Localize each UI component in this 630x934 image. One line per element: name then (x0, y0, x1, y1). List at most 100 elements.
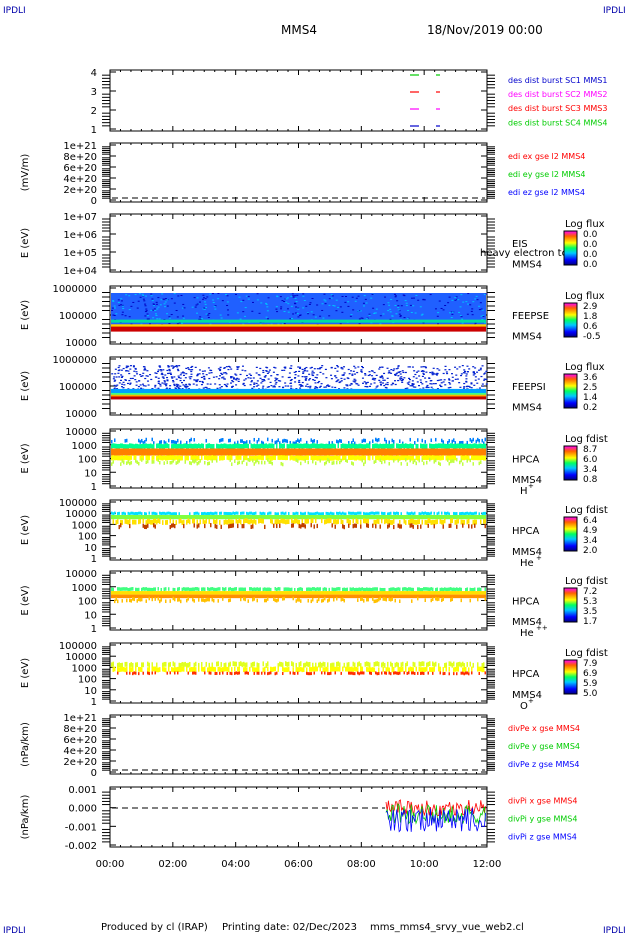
hpca-column (111, 462, 113, 466)
feepsi-speck (481, 383, 484, 385)
hpca-column (256, 440, 258, 444)
feepse-speck (469, 304, 472, 306)
hpca-column (160, 455, 162, 461)
hpca-column (394, 591, 396, 595)
hpca-column (259, 591, 261, 595)
hpca-column (288, 448, 290, 456)
hpca-column (310, 587, 312, 592)
feepse-speck (337, 306, 340, 308)
hpca-column (136, 460, 138, 464)
feepse-speck (144, 315, 147, 317)
hpca-column (261, 448, 263, 456)
feepse-speck (415, 294, 418, 296)
hpca-column (441, 587, 443, 592)
hpca-column (424, 448, 426, 456)
hpca-column (346, 444, 348, 449)
hpca-column (160, 448, 162, 456)
feepse-speck (405, 302, 408, 304)
hpca-column (207, 591, 209, 595)
hpca-column (114, 511, 116, 515)
hpca-column (328, 455, 330, 461)
feepse-speck (429, 294, 432, 296)
hpca-column (120, 455, 122, 461)
hpca-column (478, 461, 480, 466)
hpca-column (334, 444, 336, 449)
feepse-speck (146, 313, 149, 315)
feepse-speck (324, 303, 327, 305)
feepsi-speck (176, 366, 179, 368)
hpca-column (304, 524, 306, 529)
hpca-column (439, 448, 441, 456)
hpca-column (438, 455, 440, 461)
hpca-column (252, 444, 254, 449)
feepsi-speck (146, 375, 149, 377)
hpca-column (160, 587, 162, 592)
hpca-column (348, 518, 350, 524)
hpca-column (250, 511, 252, 515)
feepse-speck (357, 295, 360, 297)
hpca-column (307, 511, 309, 515)
feepsi-speck (155, 372, 158, 375)
y-tick-label: 0 (91, 196, 97, 207)
hpca-column (283, 455, 285, 461)
hpca-column (189, 512, 191, 516)
hpca-column (114, 455, 116, 461)
hpca-column (214, 519, 216, 525)
hpca-column (375, 524, 377, 529)
hpca-column (408, 515, 410, 520)
feepsi-speck (307, 379, 310, 381)
colorbar-tick-label: 0.0 (583, 250, 598, 260)
hpca-column (342, 515, 344, 520)
hpca-column (273, 523, 275, 528)
feepse-speck (422, 322, 425, 324)
feepsi-speck (255, 366, 258, 368)
feepsi-speck (143, 369, 146, 371)
hpca-column (340, 458, 342, 463)
hpca-column (265, 448, 267, 456)
hpca-column (123, 455, 125, 461)
feepsi-speck (196, 373, 199, 375)
hpca-column (133, 448, 135, 456)
hpca-column (279, 523, 281, 528)
hpca-column (411, 511, 413, 515)
feepse-speck (155, 301, 158, 303)
hpca-column (445, 443, 447, 449)
hpca-column (145, 448, 147, 456)
hpca-column (249, 511, 251, 515)
hpca-column (391, 438, 393, 443)
feepsi-speck (337, 366, 340, 368)
hpca-column (432, 455, 434, 460)
hpca-column (231, 519, 233, 525)
feepsi-speck (277, 380, 280, 382)
hpca-column (151, 587, 153, 592)
feepse-speck (214, 308, 217, 310)
hpca-column (397, 515, 399, 520)
hpca-column (477, 455, 479, 461)
feepsi-speck (274, 367, 277, 369)
hpca-column (481, 512, 483, 516)
hpca-column (409, 437, 411, 442)
hpca-column (229, 519, 231, 525)
hpca-column (111, 448, 113, 456)
hpca-column (153, 587, 155, 592)
feepsi-speck (196, 375, 199, 377)
hpca-column (322, 515, 324, 520)
hpca-column (147, 591, 149, 595)
hpca-column (484, 448, 486, 456)
hpca-column (174, 515, 176, 520)
hpca-column (420, 443, 422, 449)
feepsi-speck (114, 373, 117, 375)
y-axis-label: E (eV) (20, 300, 31, 330)
feepsi-speck (175, 365, 178, 367)
hpca-column (481, 448, 483, 456)
hpca-column (244, 515, 246, 520)
hpca-column (121, 587, 123, 591)
feepse-speck (466, 313, 469, 315)
hpca-column (178, 515, 180, 520)
hpca-column (261, 512, 263, 516)
hpca-column (283, 443, 285, 449)
hpca-column (259, 443, 261, 449)
feepsi-speck (421, 383, 424, 385)
feepsi-speck (290, 365, 293, 367)
hpca-column (129, 461, 131, 466)
